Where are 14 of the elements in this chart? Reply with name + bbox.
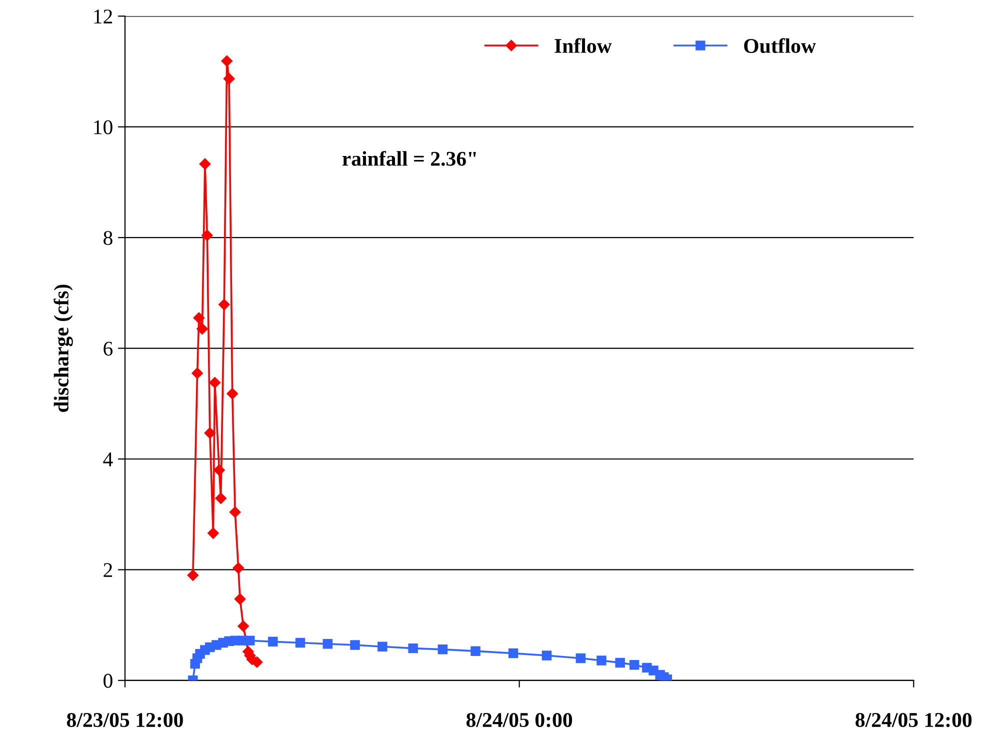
legend-label: Outflow bbox=[744, 38, 816, 54]
annotation: rainfall = 2.36" bbox=[342, 150, 476, 166]
y-tick-label: 2 bbox=[104, 563, 112, 577]
y-tick-label: 4 bbox=[103, 452, 113, 466]
y-tick-label: 8 bbox=[104, 230, 112, 246]
y-axis-title: discharge (cfs) bbox=[54, 284, 73, 412]
legend-label: Inflow bbox=[554, 38, 612, 54]
y-tick-label: 6 bbox=[104, 342, 113, 356]
y-tick-label: 10 bbox=[94, 120, 112, 134]
x-tick-label: 8/24/05 0:00 bbox=[466, 712, 572, 728]
y-tick-label: 12 bbox=[94, 10, 112, 24]
x-tick-label: 8/24/05 12:00 bbox=[856, 712, 972, 728]
y-tick-label: 0 bbox=[104, 674, 112, 688]
x-tick-label: 8/23/05 12:00 bbox=[66, 712, 183, 728]
